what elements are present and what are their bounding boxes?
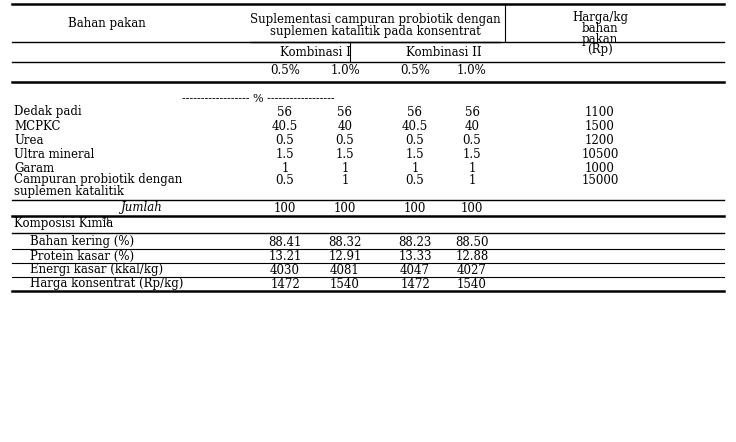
Text: 0.5: 0.5	[275, 174, 294, 187]
Text: 56: 56	[464, 106, 479, 118]
Text: 1100: 1100	[585, 106, 615, 118]
Text: Garam: Garam	[14, 163, 54, 175]
Text: 1472: 1472	[270, 278, 300, 290]
Text: *): *)	[102, 216, 110, 225]
Text: bahan: bahan	[581, 23, 618, 35]
Text: 1000: 1000	[585, 163, 615, 175]
Text: 1.5: 1.5	[276, 149, 294, 161]
Text: 0.5: 0.5	[275, 134, 294, 148]
Text: 0.5: 0.5	[336, 134, 354, 148]
Text: 0.5%: 0.5%	[270, 65, 300, 77]
Text: 88.50: 88.50	[456, 236, 489, 248]
Text: 1: 1	[468, 174, 475, 187]
Text: 1.5: 1.5	[406, 149, 425, 161]
Text: 100: 100	[461, 202, 484, 214]
Text: Bahan pakan: Bahan pakan	[68, 18, 146, 30]
Text: 1.0%: 1.0%	[457, 65, 487, 77]
Text: 12.91: 12.91	[328, 249, 361, 263]
Text: 0.5: 0.5	[406, 174, 425, 187]
Text: Komposisi Kimia: Komposisi Kimia	[14, 217, 113, 230]
Text: Kombinasi II: Kombinasi II	[406, 46, 481, 58]
Text: 0.5: 0.5	[406, 134, 425, 148]
Text: Suplementasi campuran probiotik dengan: Suplementasi campuran probiotik dengan	[250, 14, 500, 27]
Text: 1.5: 1.5	[336, 149, 354, 161]
Text: 56: 56	[277, 106, 292, 118]
Text: MCPKC: MCPKC	[14, 121, 60, 133]
Text: suplemen katalitik: suplemen katalitik	[14, 184, 124, 198]
Text: 1: 1	[468, 163, 475, 175]
Text: 4027: 4027	[457, 263, 487, 277]
Text: 1: 1	[342, 163, 349, 175]
Text: 40.5: 40.5	[272, 121, 298, 133]
Text: 1200: 1200	[585, 134, 615, 148]
Text: 40: 40	[464, 121, 479, 133]
Text: 13.21: 13.21	[269, 249, 302, 263]
Text: 88.32: 88.32	[328, 236, 361, 248]
Text: 1472: 1472	[400, 278, 430, 290]
Text: 1: 1	[281, 163, 289, 175]
Text: 10500: 10500	[581, 149, 619, 161]
Text: Jumlah: Jumlah	[121, 202, 163, 214]
Text: 40.5: 40.5	[402, 121, 428, 133]
Text: 12.88: 12.88	[456, 249, 489, 263]
Text: Ultra mineral: Ultra mineral	[14, 149, 94, 161]
Text: 0.5%: 0.5%	[400, 65, 430, 77]
Text: 1: 1	[342, 174, 349, 187]
Text: 1540: 1540	[330, 278, 360, 290]
Text: 1.0%: 1.0%	[330, 65, 360, 77]
Text: suplemen katalitik pada konsentrat: suplemen katalitik pada konsentrat	[269, 26, 481, 38]
Text: (Rp): (Rp)	[587, 43, 613, 57]
Text: 1500: 1500	[585, 121, 615, 133]
Text: 88.41: 88.41	[269, 236, 302, 248]
Text: 1: 1	[411, 163, 419, 175]
Text: Urea: Urea	[14, 134, 43, 148]
Text: 4047: 4047	[400, 263, 430, 277]
Text: 13.33: 13.33	[398, 249, 432, 263]
Text: Bahan kering (%): Bahan kering (%)	[30, 236, 134, 248]
Text: Protein kasar (%): Protein kasar (%)	[30, 249, 134, 263]
Text: Kombinasi I: Kombinasi I	[280, 46, 350, 58]
Text: 4030: 4030	[270, 263, 300, 277]
Text: 88.23: 88.23	[398, 236, 432, 248]
Text: 56: 56	[408, 106, 422, 118]
Text: ------------------ % ------------------: ------------------ % ------------------	[183, 94, 335, 104]
Text: pakan: pakan	[582, 34, 618, 46]
Text: Dedak padi: Dedak padi	[14, 106, 82, 118]
Text: Harga konsentrat (Rp/kg): Harga konsentrat (Rp/kg)	[30, 278, 183, 290]
Text: Campuran probiotik dengan: Campuran probiotik dengan	[14, 174, 183, 187]
Text: 4081: 4081	[330, 263, 360, 277]
Text: 1.5: 1.5	[463, 149, 481, 161]
Text: 56: 56	[338, 106, 353, 118]
Text: 100: 100	[274, 202, 296, 214]
Text: 15000: 15000	[581, 174, 619, 187]
Text: 1540: 1540	[457, 278, 487, 290]
Text: 100: 100	[404, 202, 426, 214]
Text: 100: 100	[334, 202, 356, 214]
Text: 40: 40	[338, 121, 353, 133]
Text: Harga/kg: Harga/kg	[572, 11, 628, 24]
Text: 0.5: 0.5	[463, 134, 481, 148]
Text: Energi kasar (kkal/kg): Energi kasar (kkal/kg)	[30, 263, 163, 277]
